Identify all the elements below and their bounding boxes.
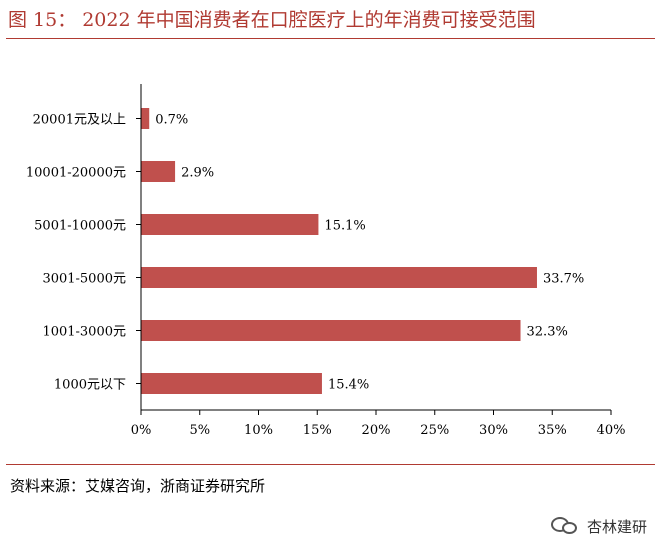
source-divider — [6, 464, 655, 465]
source-note: 资料来源：艾媒咨询，浙商证券研究所 — [10, 477, 266, 495]
bar — [141, 320, 521, 341]
watermark: 杏林建研 — [550, 514, 647, 538]
category-label: 20001元及以上 — [33, 113, 126, 128]
category-label: 10001-20000元 — [26, 166, 126, 181]
title-divider — [6, 38, 655, 39]
bar-chart: 0.7% 20001元及以上 2.9% 10001-20000元 15.1% 5001-1… — [26, 84, 626, 438]
x-tick-label: 30% — [479, 423, 508, 438]
bar — [141, 267, 537, 288]
data-label: 32.3% — [527, 325, 568, 340]
data-label: 2.9% — [181, 166, 214, 181]
x-tick-label: 10% — [244, 423, 273, 438]
x-tick-label: 5% — [189, 423, 210, 438]
data-label: 33.7% — [543, 272, 584, 287]
data-label: 0.7% — [155, 113, 188, 128]
x-tick-label: 0% — [131, 423, 152, 438]
x-tick-label: 35% — [538, 423, 567, 438]
figure-title-text: 2022 年中国消费者在口腔医疗上的年消费可接受范围 — [82, 9, 536, 31]
x-tick-label: 25% — [420, 423, 449, 438]
data-label: 15.4% — [328, 378, 369, 393]
watermark-text: 杏林建研 — [586, 517, 647, 536]
chat-bubble-icon — [550, 516, 579, 536]
x-tick-label: 40% — [597, 423, 626, 438]
x-tick-label: 20% — [362, 423, 391, 438]
category-label: 3001-5000元 — [42, 272, 126, 287]
figure-label: 图 15： — [8, 9, 77, 31]
bar — [141, 161, 176, 182]
bar — [141, 214, 319, 235]
bar — [141, 373, 322, 394]
category-label: 5001-10000元 — [34, 219, 126, 234]
bar — [141, 108, 150, 129]
data-label: 15.1% — [324, 219, 365, 234]
category-label: 1001-3000元 — [42, 325, 126, 340]
figure-title: 图 15： 2022 年中国消费者在口腔医疗上的年消费可接受范围 — [8, 6, 655, 34]
x-tick-label: 15% — [303, 423, 332, 438]
category-label: 1000元以下 — [54, 378, 126, 393]
